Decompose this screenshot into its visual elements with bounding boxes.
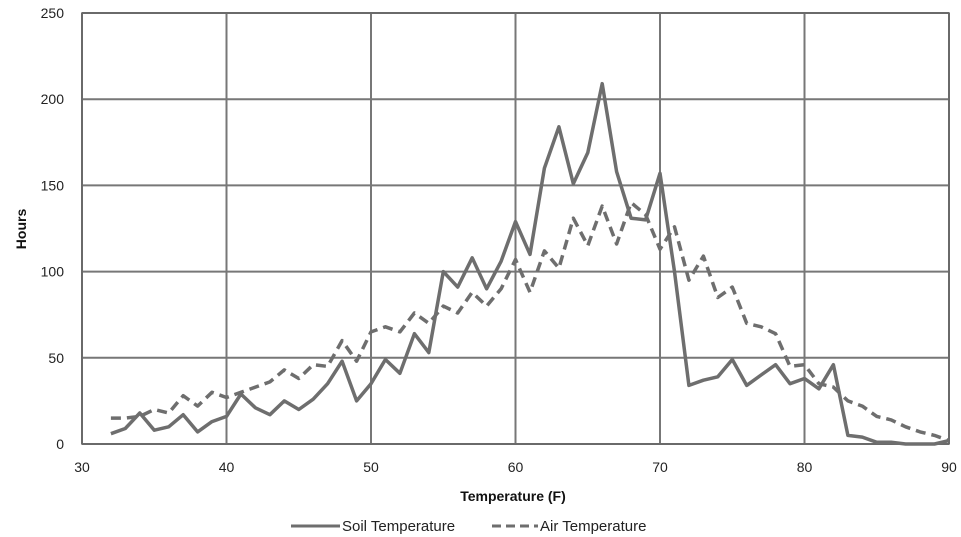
legend-label-air-temperature: Air Temperature (540, 518, 646, 535)
plot-area-border (81, 12, 950, 445)
x-axis-title: Temperature (F) (460, 488, 566, 504)
x-tick-label: 70 (652, 459, 668, 475)
legend: Soil Temperature Air Temperature (291, 518, 646, 535)
x-tick-label: 30 (74, 459, 90, 475)
y-tick-label: 150 (41, 177, 65, 193)
series-line-soil-temperature (110, 81, 950, 446)
legend-label-soil-temperature: Soil Temperature (342, 518, 455, 535)
series-lines (110, 81, 950, 446)
y-axis-title: Hours (13, 209, 29, 250)
x-tick-label: 60 (508, 459, 524, 475)
x-tick-label: 90 (941, 459, 957, 475)
y-tick-label: 50 (48, 350, 64, 366)
x-tick-label: 80 (797, 459, 813, 475)
y-tick-label: 100 (41, 264, 65, 280)
y-tick-label: 200 (41, 91, 65, 107)
x-tick-label: 50 (363, 459, 379, 475)
gridlines (81, 12, 950, 445)
series-line-air-temperature (110, 200, 950, 443)
x-tick-label: 40 (219, 459, 235, 475)
tick-labels: 0 50 100 150 200 250 30 40 50 60 70 80 90 (41, 5, 957, 475)
y-tick-label: 0 (56, 436, 64, 452)
y-tick-label: 250 (41, 5, 65, 21)
